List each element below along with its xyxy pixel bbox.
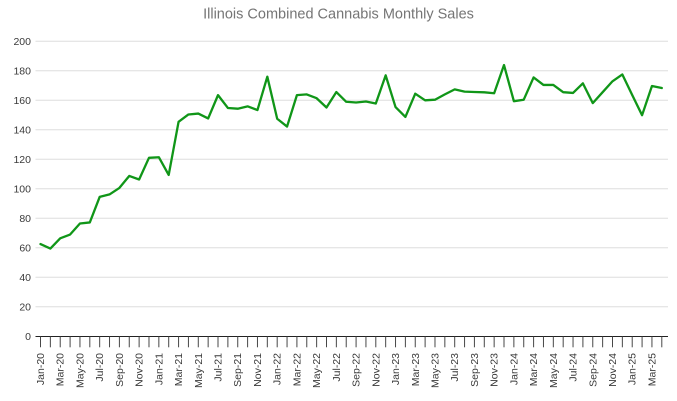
svg-text:40: 40 <box>19 272 31 284</box>
svg-text:Mar-22: Mar-22 <box>291 353 303 386</box>
svg-text:Nov-24: Nov-24 <box>607 353 619 387</box>
svg-text:Sep-23: Sep-23 <box>469 353 481 387</box>
svg-text:Mar-25: Mar-25 <box>646 353 658 386</box>
svg-text:Nov-23: Nov-23 <box>489 353 501 387</box>
svg-text:Nov-21: Nov-21 <box>252 353 264 387</box>
svg-text:Sep-21: Sep-21 <box>232 353 244 387</box>
svg-text:Jan-25: Jan-25 <box>627 353 639 385</box>
svg-text:Jul-21: Jul-21 <box>213 353 225 382</box>
svg-text:Mar-21: Mar-21 <box>173 353 185 386</box>
svg-text:Mar-24: Mar-24 <box>528 353 540 386</box>
svg-text:Sep-24: Sep-24 <box>587 353 599 387</box>
svg-text:May-22: May-22 <box>311 353 323 388</box>
svg-text:May-20: May-20 <box>74 353 86 388</box>
svg-text:200: 200 <box>13 36 31 48</box>
svg-text:Jul-22: Jul-22 <box>331 353 343 382</box>
svg-text:Jan-20: Jan-20 <box>35 353 47 385</box>
svg-text:Jan-21: Jan-21 <box>153 353 165 385</box>
svg-text:160: 160 <box>13 95 31 107</box>
svg-text:May-24: May-24 <box>548 353 560 388</box>
svg-text:Illinois Combined Cannabis Mon: Illinois Combined Cannabis Monthly Sales <box>203 6 474 22</box>
svg-text:60: 60 <box>19 242 31 254</box>
svg-text:80: 80 <box>19 213 31 225</box>
svg-text:Nov-22: Nov-22 <box>370 353 382 387</box>
svg-text:140: 140 <box>13 124 31 136</box>
svg-text:100: 100 <box>13 183 31 195</box>
svg-text:Jan-23: Jan-23 <box>390 353 402 385</box>
svg-text:May-23: May-23 <box>429 353 441 388</box>
svg-text:0: 0 <box>25 331 31 343</box>
svg-text:Nov-20: Nov-20 <box>134 353 146 387</box>
svg-text:20: 20 <box>19 301 31 313</box>
svg-text:180: 180 <box>13 65 31 77</box>
svg-text:Mar-20: Mar-20 <box>55 353 67 386</box>
svg-text:120: 120 <box>13 154 31 166</box>
svg-text:Sep-22: Sep-22 <box>351 353 363 387</box>
svg-text:Jan-22: Jan-22 <box>272 353 284 385</box>
svg-text:Sep-20: Sep-20 <box>114 353 126 387</box>
svg-text:Jan-24: Jan-24 <box>508 353 520 385</box>
svg-text:Jul-23: Jul-23 <box>449 353 461 382</box>
svg-text:Jul-20: Jul-20 <box>94 353 106 382</box>
svg-text:May-21: May-21 <box>193 353 205 388</box>
svg-text:Jul-24: Jul-24 <box>568 353 580 382</box>
svg-text:Mar-23: Mar-23 <box>410 353 422 386</box>
